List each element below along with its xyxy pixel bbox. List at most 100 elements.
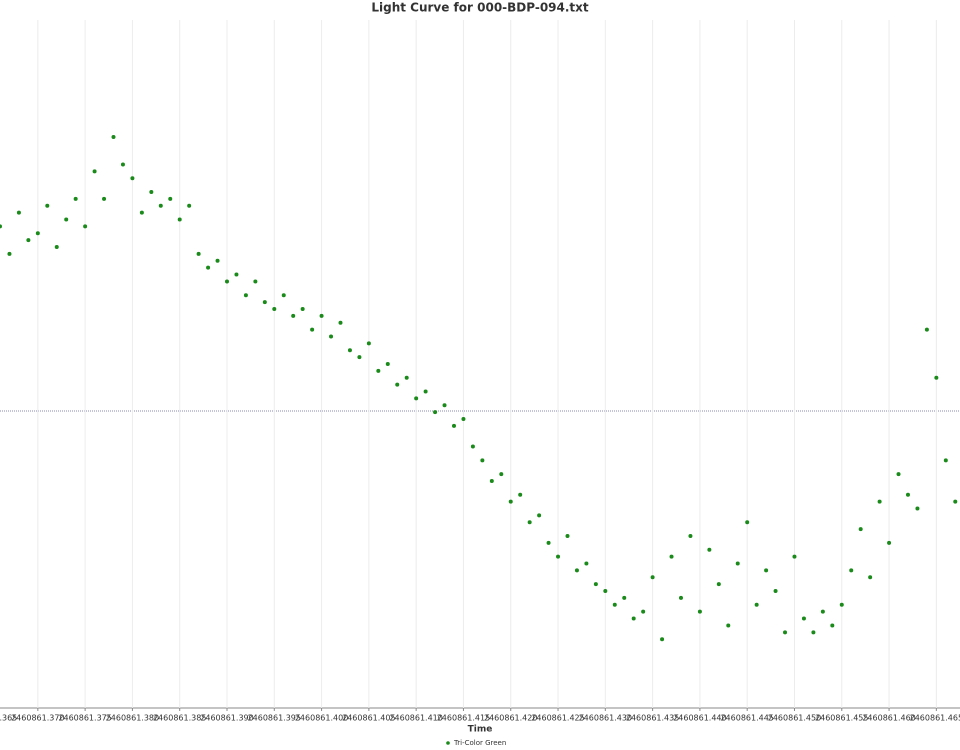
data-point	[281, 293, 286, 298]
data-point	[83, 224, 88, 229]
data-point	[574, 568, 579, 573]
data-point	[697, 609, 702, 614]
data-point	[650, 575, 655, 580]
data-point	[688, 534, 693, 538]
data-point	[73, 196, 78, 201]
data-point	[120, 162, 125, 167]
x-tick-label: 2460861.375	[58, 714, 111, 723]
data-point	[858, 527, 863, 532]
x-tick-label: 2460861.395	[248, 714, 301, 723]
data-point	[291, 313, 296, 318]
data-point	[461, 417, 466, 422]
data-point	[820, 609, 825, 614]
data-point	[877, 499, 882, 504]
x-tick-label: 2460861.445	[720, 714, 773, 723]
data-point	[660, 637, 665, 642]
data-point	[518, 492, 523, 497]
data-point	[924, 327, 929, 332]
data-point	[499, 472, 504, 477]
data-point	[272, 306, 277, 311]
x-tick-label: 2460861.420	[484, 714, 537, 723]
data-point	[111, 134, 116, 139]
data-point	[149, 190, 154, 194]
data-point	[187, 203, 192, 208]
data-point	[366, 341, 371, 346]
data-point	[16, 210, 21, 215]
data-point	[404, 375, 409, 380]
data-point	[527, 520, 532, 525]
data-point	[754, 602, 759, 607]
data-point	[801, 616, 806, 621]
data-point	[300, 306, 305, 311]
data-point	[243, 293, 248, 298]
data-point	[565, 534, 570, 538]
data-point	[395, 382, 400, 387]
data-point	[224, 279, 229, 284]
legend-label: Tri-Color Green	[453, 739, 506, 747]
data-point	[480, 458, 485, 463]
data-point	[641, 609, 646, 614]
data-point	[915, 506, 920, 511]
data-point	[168, 196, 173, 201]
data-point	[357, 355, 362, 360]
data-point	[433, 410, 438, 415]
data-point	[338, 320, 343, 325]
data-point	[546, 540, 551, 545]
x-tick-label: 2460861.405	[342, 714, 395, 723]
data-point	[310, 327, 315, 332]
data-point	[783, 630, 788, 635]
data-point	[849, 568, 854, 573]
data-point	[830, 623, 835, 628]
data-point	[196, 251, 201, 256]
data-point	[839, 602, 844, 607]
x-tick-label: 2460861.385	[153, 714, 206, 723]
data-point	[470, 444, 475, 449]
plot-area	[0, 20, 960, 708]
data-point	[54, 245, 59, 250]
x-tick-label: 2460861.370	[11, 714, 64, 723]
legend: Tri-Color Green	[446, 739, 506, 747]
data-point	[584, 561, 589, 566]
data-point	[385, 362, 390, 366]
x-tick-label: 2460861.365	[0, 714, 17, 723]
data-point	[329, 334, 334, 339]
data-point	[451, 423, 456, 428]
x-tick-label: 2460861.415	[437, 714, 490, 723]
data-point	[622, 595, 627, 600]
data-point	[896, 472, 901, 477]
data-point	[442, 403, 447, 408]
data-point	[319, 313, 324, 318]
x-tick-label: 2460861.425	[531, 714, 584, 723]
chart-title: Light Curve for 000-BDP-094.txt	[371, 1, 589, 15]
data-point	[716, 582, 721, 587]
data-point	[489, 478, 494, 483]
x-tick-label: 2460861.460	[862, 714, 915, 723]
data-point	[0, 224, 2, 229]
data-point	[953, 499, 958, 504]
data-point	[726, 623, 731, 628]
data-point	[764, 568, 769, 573]
data-point	[158, 203, 163, 208]
x-tick-label: 2460861.435	[626, 714, 679, 723]
data-point	[26, 238, 31, 243]
legend-marker	[446, 741, 450, 745]
data-point	[707, 547, 712, 552]
x-tick-label: 2460861.455	[815, 714, 868, 723]
data-point	[215, 258, 220, 263]
data-point	[556, 554, 561, 559]
data-point	[130, 176, 135, 181]
data-point	[92, 169, 97, 174]
data-point	[414, 396, 419, 401]
x-tick-label: 2460861.450	[768, 714, 821, 723]
data-point	[139, 210, 144, 215]
data-point	[669, 554, 674, 559]
data-point	[934, 375, 939, 380]
data-point	[792, 554, 797, 559]
data-point	[376, 368, 381, 373]
data-point	[35, 231, 40, 236]
data-point	[773, 589, 778, 594]
data-point	[177, 217, 182, 222]
data-point	[593, 582, 598, 587]
